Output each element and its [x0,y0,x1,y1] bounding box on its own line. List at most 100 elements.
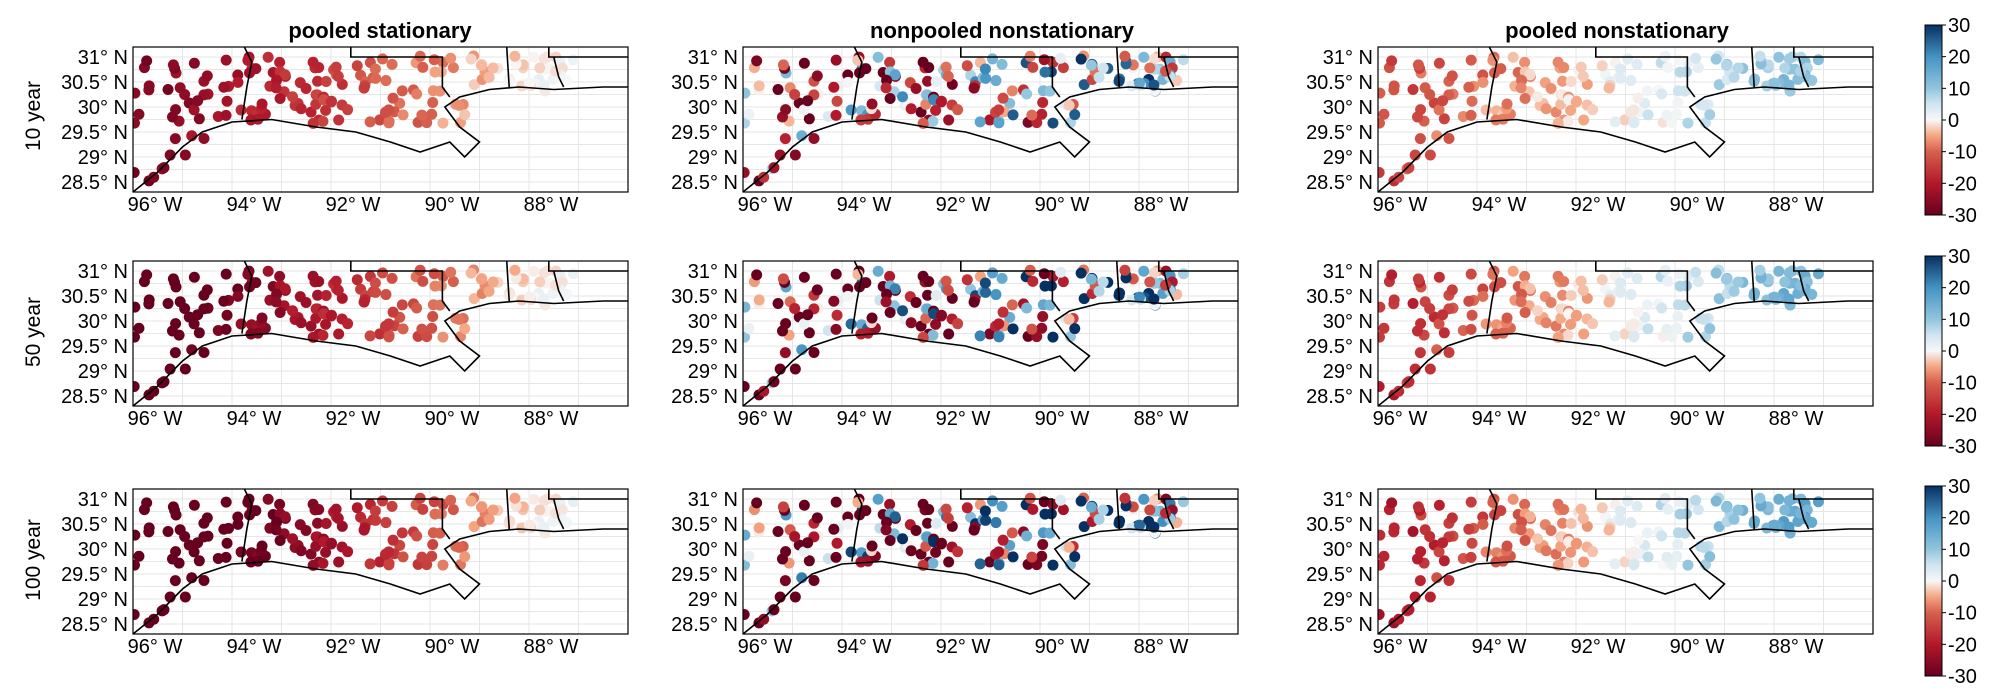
station-point [1097,504,1109,516]
station-point [221,95,233,107]
station-point [396,299,408,311]
station-point [300,297,312,309]
station-point [1728,513,1740,525]
station-point [1773,265,1785,277]
station-point [1690,494,1702,506]
station-point [133,167,140,179]
station-point [1519,535,1531,547]
station-point [1609,330,1621,342]
station-point [1487,496,1499,508]
station-point [312,517,324,529]
station-point [884,535,896,547]
station-point [332,284,344,296]
colorbar-tick-label: 0 [1948,341,1959,363]
station-point [1133,519,1145,531]
station-point [855,556,867,568]
station-point [1437,95,1449,107]
station-point [974,330,986,342]
lat-tick-label: 29.5° N [61,336,128,358]
lat-tick-label: 29° N [78,361,128,383]
lat-tick-label: 29° N [1323,361,1373,383]
station-point [905,103,917,115]
station-point [1631,500,1643,512]
station-point [1006,299,1018,311]
station-point [374,556,386,568]
lat-tick-label: 29° N [688,361,738,383]
station-point [133,301,141,313]
station-point [1055,266,1067,278]
station-point [927,329,939,341]
station-point [416,551,428,563]
station-point [751,55,763,67]
station-point [1424,149,1436,161]
station-point [427,539,439,551]
station-point [133,322,145,334]
station-point [1575,503,1587,515]
lon-tick-label: 88° W [1769,194,1824,216]
station-point [1614,277,1626,289]
station-point [300,83,312,95]
station-point [220,109,232,121]
station-point [1501,312,1513,324]
station-point [1378,550,1390,562]
station-point [831,95,843,107]
station-point [743,381,750,393]
lon-tick-label: 94° W [227,194,282,216]
station-point [370,72,382,84]
station-point [1720,59,1732,71]
station-point [935,96,947,108]
station-point [374,328,386,340]
station-point [779,133,791,145]
lat-tick-label: 31° N [78,261,128,283]
station-point [1148,267,1160,279]
state-border [1486,489,1498,562]
station-point [416,323,428,335]
station-point [1692,504,1704,516]
station-point [330,61,342,73]
station-point [1619,114,1631,126]
station-point [320,290,332,302]
station-point [475,501,487,513]
lon-tick-label: 92° W [326,194,381,216]
station-point [1144,276,1156,288]
lon-tick-label: 92° W [326,636,381,658]
station-point [830,323,842,335]
station-point [428,268,440,280]
station-point [1720,501,1732,513]
station-point [753,294,765,306]
station-point [753,522,765,534]
lat-tick-label: 30.5° N [61,286,128,308]
station-point [342,546,354,558]
station-point [534,504,546,516]
station-point [426,550,438,562]
panel-content [133,47,628,192]
station-point [317,557,329,569]
station-point [245,328,257,340]
station-point [758,171,770,183]
station-point [1039,280,1051,292]
station-point [1063,313,1075,325]
station-point [218,295,230,307]
station-point [1812,496,1824,508]
station-point [333,556,345,568]
station-point [179,89,191,101]
station-point [768,604,780,616]
station-point [1532,533,1544,545]
station-point [434,85,446,97]
station-point [417,275,429,287]
station-point [313,62,325,74]
station-point [777,273,789,285]
station-point [1437,537,1449,549]
station-point [1414,347,1426,359]
colorbar-tick-label: 10 [1948,539,1970,561]
station-point [170,318,182,330]
station-point [984,556,996,568]
coastline [133,86,628,192]
station-point [1144,504,1156,516]
station-point [1682,559,1694,571]
station-point [167,273,179,285]
station-point [428,54,440,66]
station-point [1388,294,1400,306]
station-point [274,270,286,282]
station-point [1519,56,1531,68]
